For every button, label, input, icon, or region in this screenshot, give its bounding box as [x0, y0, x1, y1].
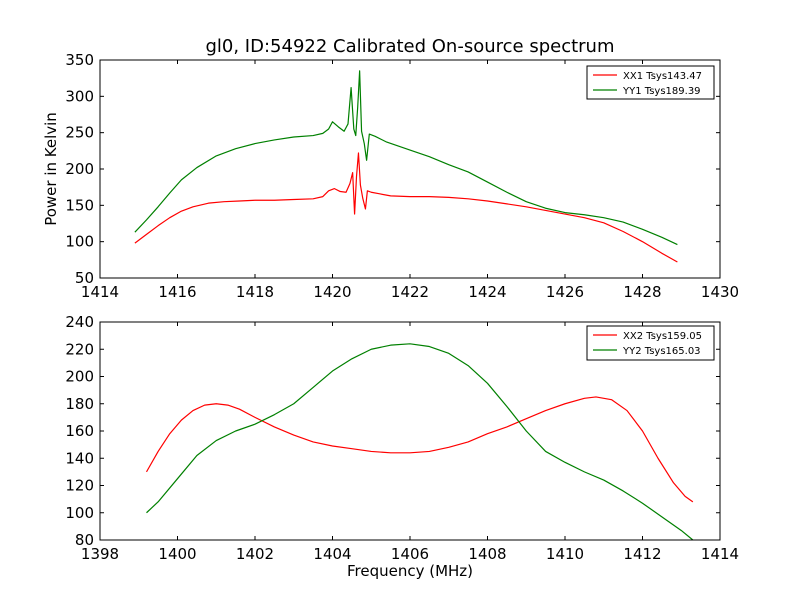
x-tick-label: 1414	[81, 283, 119, 301]
x-tick-label: 1420	[313, 283, 351, 301]
y-axis-label: Power in Kelvin	[42, 112, 60, 226]
series-line-yy1	[134, 70, 678, 246]
y-tick-label: 80	[75, 531, 94, 549]
x-tick-label: 1424	[468, 283, 506, 301]
x-tick-label: 1412	[623, 545, 661, 563]
y-tick-label: 350	[65, 51, 94, 69]
x-tick-label: 1404	[313, 545, 351, 563]
legend-label: YY2 Tsys165.03	[622, 346, 701, 357]
legend-label: XX1 Tsys143.47	[623, 71, 702, 82]
y-tick-label: 220	[65, 340, 94, 358]
y-tick-label: 50	[75, 269, 94, 287]
chart-title: gl0, ID:54922 Calibrated On-source spect…	[205, 36, 614, 57]
x-tick-label: 1418	[236, 283, 274, 301]
x-tick-label: 1428	[623, 283, 661, 301]
y-tick-label: 160	[65, 422, 94, 440]
series-line-xx1	[134, 152, 678, 263]
legend-box	[586, 65, 715, 100]
series-line-xx2	[145, 396, 694, 503]
y-tick-label: 300	[65, 87, 94, 105]
legend-label: XX2 Tsys159.05	[623, 331, 702, 342]
x-tick-label: 1410	[546, 545, 584, 563]
y-tick-label: 150	[65, 196, 94, 214]
y-tick-label: 180	[65, 395, 94, 413]
x-tick-label: 1422	[391, 283, 429, 301]
y-tick-label: 200	[65, 368, 94, 386]
legend-box	[586, 325, 715, 361]
x-tick-label: 1402	[236, 545, 274, 563]
y-tick-label: 100	[65, 233, 94, 251]
bottom-panel: 1398 1400 1402 1404 1406 1408 1410 1412 1414 80 10…	[65, 313, 739, 580]
y-tick-label: 200	[65, 160, 94, 178]
y-tick-label: 240	[65, 313, 94, 331]
top-panel: 1414 1416 1418 1420 1422 1424 1426 1428 1430 50 10…	[42, 51, 739, 301]
y-tick-label: 100	[65, 504, 94, 522]
x-tick-label: 1426	[546, 283, 584, 301]
x-tick-label: 1400	[158, 545, 196, 563]
y-tick-label: 250	[65, 124, 94, 142]
x-tick-label: 1416	[158, 283, 196, 301]
x-tick-label: 1406	[391, 545, 429, 563]
x-tick-label: 1430	[701, 283, 739, 301]
x-axis-label: Frequency (MHz)	[347, 562, 473, 580]
series-line-yy2	[146, 343, 694, 541]
y-tick-label: 140	[65, 449, 94, 467]
y-tick-label: 120	[65, 477, 94, 495]
x-tick-label: 1398	[81, 545, 119, 563]
x-tick-label: 1414	[701, 545, 739, 563]
legend-label: YY1 Tsys189.39	[622, 86, 701, 97]
x-tick-label: 1408	[468, 545, 506, 563]
